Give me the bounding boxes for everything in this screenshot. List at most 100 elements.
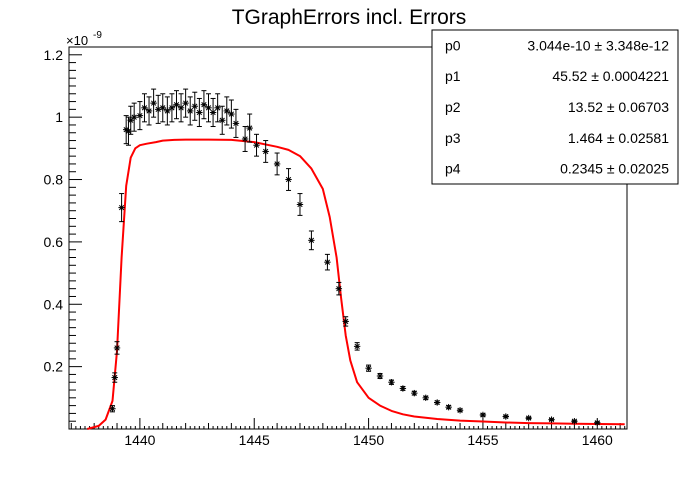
marker-stroke [354,343,360,350]
data-point [109,405,116,413]
data-point [365,364,372,372]
marker-stroke [219,117,225,123]
marker-stroke [594,420,600,426]
y-tick-label: 1.2 [44,47,64,63]
data-point [525,414,532,422]
fit-parameter-value: 3.044e-10 ± 3.348e-12 [527,37,669,53]
data-point [232,108,240,138]
marker-stroke [114,345,120,351]
fit-parameter-name: p1 [445,68,461,84]
marker-stroke [196,109,203,116]
marker-stroke [423,395,429,401]
fit-parameter-box [431,29,679,185]
marker-stroke [146,108,152,114]
data-point [219,105,226,135]
data-point [168,93,176,123]
data-point [209,97,217,128]
marker-stroke [173,102,180,108]
marker-stroke [112,374,118,381]
data-point [376,372,384,380]
data-point [262,140,269,163]
data-point [136,101,144,131]
data-point [422,394,429,402]
marker-stroke [336,286,342,292]
marker-stroke [178,105,184,111]
marker-stroke [434,399,440,406]
marker-stroke [297,201,303,208]
data-point [118,193,125,223]
data-point [205,93,212,123]
data-point [159,93,166,123]
marker-stroke [123,126,129,133]
marker-stroke [131,114,137,120]
marker-stroke [125,128,132,134]
marker-stroke [503,413,509,420]
data-point [433,399,441,406]
data-point [324,253,331,271]
marker-stroke [457,407,463,413]
data-point [111,372,118,383]
chart-title: TGraphErrors incl. Errors [232,6,467,29]
data-point [191,91,198,121]
marker-stroke [548,416,555,423]
y-exponent-label: ×10 [66,33,88,48]
marker-stroke [253,142,260,148]
marker-stroke [109,406,116,412]
data-point [145,96,153,126]
marker-stroke [285,176,292,183]
marker-stroke [228,111,235,117]
y-tick-label: 0.2 [44,359,64,375]
marker-stroke [411,390,417,396]
marker-stroke [247,125,253,131]
fit-parameter-name: p2 [445,99,461,115]
marker-stroke [150,100,157,106]
y-tick-label: 0.8 [44,172,64,188]
x-tick-label: 1450 [353,432,384,448]
x-tick-label: 1460 [582,432,613,448]
marker-stroke [388,379,395,385]
fit-parameter-value: 0.2345 ± 0.02025 [560,161,669,177]
marker-stroke [400,385,406,392]
marker-stroke [192,103,198,109]
data-point [182,88,189,118]
marker-stroke [205,105,212,111]
data-point [214,93,221,123]
y-tick-label: 1 [55,109,63,125]
data-point [456,407,464,414]
marker-stroke [224,108,230,114]
marker-stroke [308,237,315,243]
data-point [173,90,180,120]
marker-stroke [137,112,143,119]
data-point [308,230,315,251]
marker-stroke [365,365,372,371]
x-tick-label: 1440 [124,432,155,448]
marker-stroke [324,259,331,265]
data-point [200,90,208,120]
marker-stroke [274,161,280,167]
data-point [502,413,509,420]
fit-parameter-name: p0 [445,37,461,53]
marker-stroke [242,136,248,142]
data-point [223,96,230,126]
marker-stroke [160,105,166,111]
data-point [164,96,171,126]
data-point [571,418,578,425]
marker-stroke [263,148,269,155]
marker-stroke [445,404,452,410]
marker-stroke [164,108,170,114]
plot-frame [68,46,628,430]
data-point [335,281,343,296]
data-point [241,126,249,152]
x-tick-label: 1455 [467,432,498,448]
data-point [342,316,349,327]
marker-stroke [343,318,349,325]
fit-parameter-name: p3 [445,130,461,146]
data-point [411,389,418,397]
fit-curve-line [87,138,625,430]
data-point [130,102,138,132]
data-point [479,411,487,419]
data-point [594,419,601,426]
data-point [253,133,260,157]
